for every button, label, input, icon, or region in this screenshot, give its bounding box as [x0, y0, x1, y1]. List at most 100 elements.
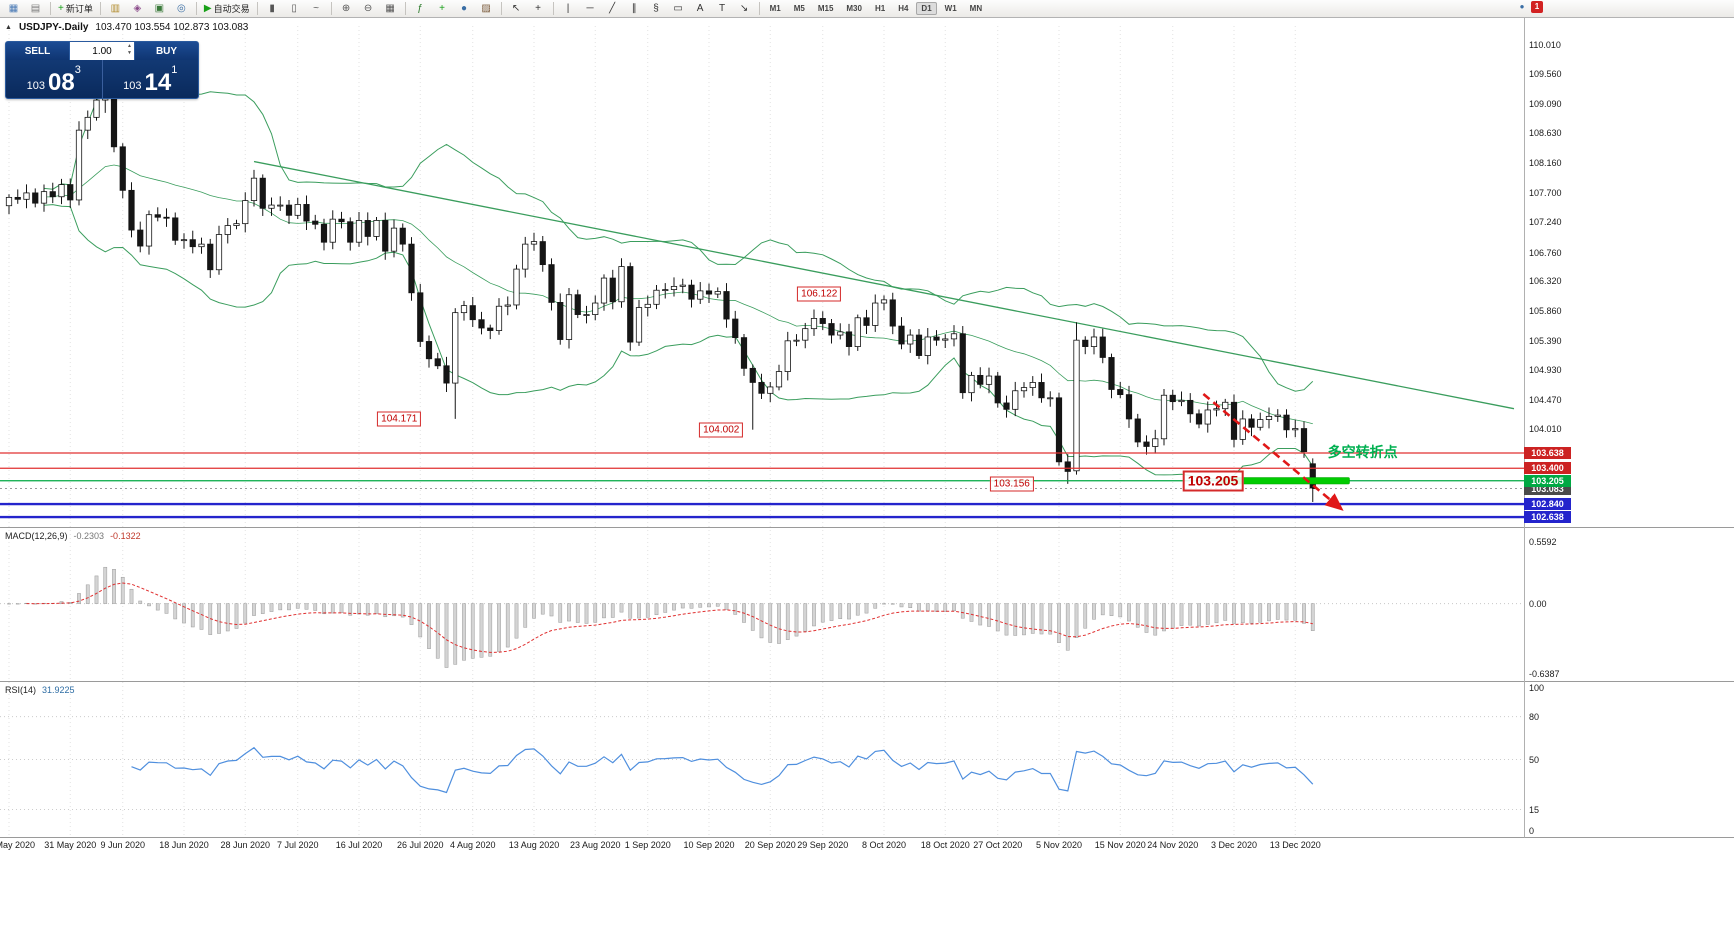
chart-canvas[interactable]: [0, 18, 1734, 942]
toolbar-separator: [758, 2, 760, 15]
text-label-icon[interactable]: T: [712, 0, 733, 17]
profiles-icon: ▤: [30, 2, 41, 14]
sell-button[interactable]: SELL: [6, 42, 69, 60]
tile-windows-icon[interactable]: ▦: [380, 0, 401, 17]
timeframe-w1-button[interactable]: W1: [944, 4, 957, 13]
text-label-icon: T: [719, 2, 726, 14]
periods-icon[interactable]: ●: [454, 0, 475, 17]
navigator-icon: ▣: [154, 2, 165, 14]
fibonacci-icon: §: [653, 2, 659, 14]
text-icon: A: [696, 2, 704, 14]
cursor-icon[interactable]: ↖: [506, 0, 527, 17]
market-watch-icon: ▥: [110, 2, 121, 14]
tile-windows-icon: ▦: [385, 2, 395, 14]
toolbar-separator: [195, 2, 197, 15]
terminal-icon: ▦: [8, 2, 19, 14]
shapes-icon[interactable]: ▭: [668, 0, 689, 17]
vertical-line-icon: |: [566, 2, 570, 14]
arrow-tool-icon: ↘: [739, 2, 749, 14]
autotrading-button-label: 自动交易: [213, 4, 250, 14]
chat-icon[interactable]: ●: [1519, 2, 1525, 11]
shapes-icon: ▭: [673, 2, 683, 14]
toolbar-separator: [500, 2, 502, 15]
timeframe-m1-button[interactable]: M1: [769, 4, 781, 13]
buy-price-base: 103: [123, 80, 142, 92]
bar-chart-icon[interactable]: ▮: [262, 0, 283, 17]
volume-up-icon[interactable]: ▲: [127, 43, 132, 49]
vertical-line-icon[interactable]: |: [558, 0, 579, 17]
add-indicator-icon[interactable]: +: [432, 0, 453, 17]
candlestick-chart-icon[interactable]: ▯: [284, 0, 305, 17]
chart-symbol-header: ▲ USDJPY-.Daily 103.470 103.554 102.873 …: [5, 22, 248, 33]
trendline-icon[interactable]: ╱: [602, 0, 623, 17]
periods-icon: ●: [461, 2, 468, 14]
data-window-icon: ◈: [133, 2, 142, 14]
profiles-icon[interactable]: ▤: [25, 0, 46, 17]
zoom-out-icon[interactable]: ⊖: [358, 0, 379, 17]
toolbar-separator: [256, 2, 258, 15]
sell-price-point: 3: [74, 64, 81, 76]
trendline-icon: ╱: [609, 2, 616, 14]
market-watch-icon[interactable]: ▥: [105, 0, 126, 17]
macd-indicator-header: MACD(12,26,9) -0.2303 -0.1322: [5, 531, 141, 541]
line-chart-icon: ~: [313, 2, 319, 14]
timeframe-h4-button[interactable]: H4: [898, 4, 909, 13]
autotrading-button[interactable]: ▶ 自动交易: [201, 0, 253, 17]
volume-spinner[interactable]: ▲ ▼: [127, 43, 132, 57]
rsi-indicator-header: RSI(14) 31.9225: [5, 685, 75, 695]
macd-label: MACD(12,26,9): [5, 531, 68, 541]
terminal-icon[interactable]: ▦: [3, 0, 24, 17]
toolbar-separator: [552, 2, 554, 15]
volume-value: 1.00: [92, 45, 112, 57]
horizontal-line-icon: ─: [586, 2, 594, 14]
horizontal-line-icon[interactable]: ─: [580, 0, 601, 17]
sell-price-panel[interactable]: 103 08 3: [6, 60, 103, 98]
macd-main-value: -0.2303: [73, 531, 105, 541]
sell-price-base: 103: [26, 80, 46, 92]
chart-ohlc-quote: 103.470 103.554 102.873 103.083: [95, 22, 249, 33]
cursor-icon: ↖: [511, 2, 521, 14]
timeframe-d1-button[interactable]: D1: [916, 2, 937, 15]
macd-signal-value: -0.1322: [110, 531, 141, 541]
timeframe-m30-button[interactable]: M30: [846, 4, 862, 13]
crosshair-icon[interactable]: +: [528, 0, 549, 17]
zoom-in-icon: ⊕: [341, 2, 351, 14]
buy-button[interactable]: BUY: [135, 42, 198, 60]
timeframe-m15-button[interactable]: M15: [817, 4, 834, 13]
volume-input[interactable]: 1.00 ▲ ▼: [69, 42, 135, 60]
toolbar-separator: [404, 2, 406, 15]
rsi-value: 31.9225: [42, 685, 75, 695]
zoom-in-icon[interactable]: ⊕: [336, 0, 357, 17]
timeframe-h1-button[interactable]: H1: [874, 4, 886, 13]
chart-icon: ▲: [5, 24, 12, 31]
templates-icon: ▨: [481, 2, 491, 14]
templates-icon[interactable]: ▨: [476, 0, 497, 17]
text-icon[interactable]: A: [690, 0, 711, 17]
notifications-badge[interactable]: 1: [1531, 1, 1543, 13]
toolbar-separator: [99, 2, 101, 15]
line-chart-icon[interactable]: ~: [306, 0, 327, 17]
indicators-icon: ƒ: [417, 2, 423, 14]
data-window-icon[interactable]: ◈: [127, 0, 148, 17]
volume-down-icon[interactable]: ▼: [127, 50, 132, 56]
timeframe-mn-button[interactable]: MN: [969, 4, 983, 13]
toolbar-separator: [330, 2, 332, 15]
add-indicator-icon: +: [439, 2, 445, 14]
toolbar-right-group: ● 1: [1516, 1, 1543, 13]
buy-price-panel[interactable]: 103 14 1: [103, 60, 199, 98]
new-order-button[interactable]: + 新订单: [55, 0, 96, 17]
fibonacci-icon[interactable]: §: [646, 0, 667, 17]
strategy-tester-icon[interactable]: ◎: [171, 0, 192, 17]
arrow-tool-icon[interactable]: ↘: [734, 0, 755, 17]
navigator-icon[interactable]: ▣: [149, 0, 170, 17]
channel-icon[interactable]: ∥: [624, 0, 645, 17]
zoom-out-icon: ⊖: [363, 2, 373, 14]
chart-symbol-title: USDJPY-.Daily: [18, 22, 89, 33]
candlestick-chart-icon: ▯: [291, 2, 297, 14]
new-order-button: +: [58, 2, 64, 14]
strategy-tester-icon: ◎: [176, 2, 186, 14]
sell-price-pips: 08: [48, 69, 75, 96]
timeframe-m5-button[interactable]: M5: [793, 4, 805, 13]
buy-price-pips: 14: [144, 69, 172, 96]
indicators-icon[interactable]: ƒ: [410, 0, 431, 17]
